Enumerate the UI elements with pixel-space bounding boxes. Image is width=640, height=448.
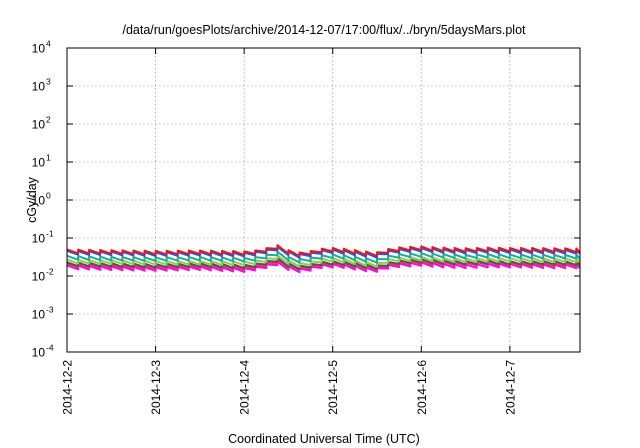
x-tick-labels: 2014-12-2 2014-12-3 2014-12-4 2014-12-5 2014… [61,360,518,415]
x-tick-label: 2014-12-3 [149,360,163,415]
x-axis-label: Coordinated Universal Time (UTC) [228,432,420,446]
x-tick-label: 2014-12-4 [238,360,252,415]
plot-frame [66,47,581,353]
series-line [66,250,581,264]
y-tick-exponent: 2 [46,115,51,125]
y-tick-exponent: -2 [46,267,54,277]
x-tick-label: 2014-12-5 [326,360,340,415]
y-tick-exponent: -1 [46,229,54,239]
x-tick-label: 2014-12-6 [415,360,429,415]
y-tick-exponent: 3 [46,77,51,87]
x-tick-label: 2014-12-2 [61,360,75,415]
series-group [66,244,581,274]
y-tick-label: 10 [32,270,46,284]
y-tick-exponent: 1 [46,153,51,163]
x-tick-label: 2014-12-7 [503,360,517,415]
y-tick-label: 10 [32,232,46,246]
y-tick-exponent: 0 [46,191,51,201]
y-tick-label: 10 [32,42,46,56]
y-tick-label: 10 [32,118,46,132]
y-tick-label: 10 [32,80,46,94]
y-tick-exponent: -3 [46,305,54,315]
chart-title: /data/run/goesPlots/archive/2014-12-07/1… [122,23,526,37]
y-axis-label: cGy/day [25,176,39,223]
series-line [66,254,581,268]
y-tick-label: 10 [32,156,46,170]
grid [66,48,580,352]
y-tick-exponent: -4 [46,343,54,353]
y-tick-label: 10 [32,194,46,208]
y-tick-label: 10 [32,346,46,360]
y-tick-exponent: 4 [46,39,51,49]
series-line [66,244,581,258]
y-tick-label: 10 [32,308,46,322]
